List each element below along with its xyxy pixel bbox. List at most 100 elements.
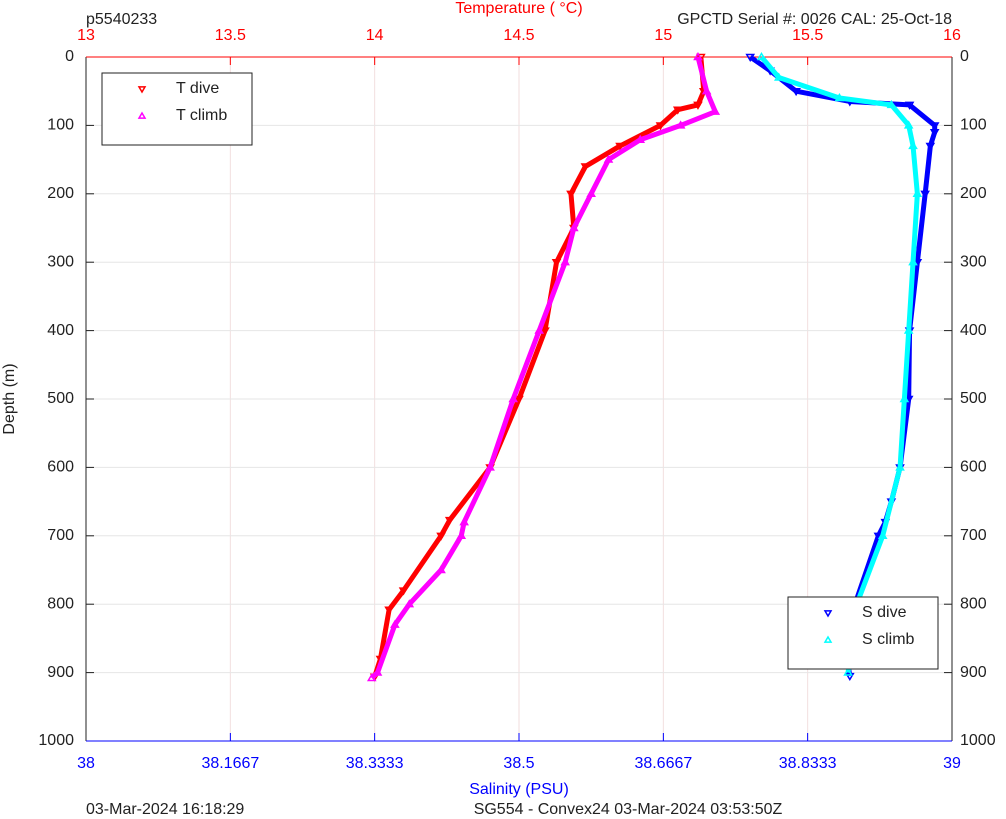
legend-box <box>787 596 939 670</box>
title-left: p5540233 <box>86 11 157 28</box>
y2-tick-label: 200 <box>960 185 987 202</box>
bottom-tick-label: 38.8333 <box>779 755 837 772</box>
top-axis-label: Temperature ( °C) <box>455 0 582 17</box>
profile-line <box>372 56 707 678</box>
data-point <box>485 462 495 471</box>
data-point <box>615 142 625 151</box>
data-point <box>436 565 446 574</box>
data-point <box>404 599 415 608</box>
y-tick-label: 600 <box>47 459 74 476</box>
top-tick-label: 13 <box>77 27 95 44</box>
bottom-axis-label: Salinity (PSU) <box>469 781 569 798</box>
data-point <box>444 516 455 526</box>
data-point <box>551 259 562 268</box>
data-point <box>514 395 524 404</box>
data-point <box>693 52 703 61</box>
data-point <box>398 587 409 596</box>
title-right: GPCTD Serial #: 0026 CAL: 25-Oct-18 <box>677 11 952 28</box>
data-point <box>904 101 915 110</box>
data-point <box>534 325 545 334</box>
bottom-tick-label: 38.1667 <box>201 755 259 772</box>
top-tick-label: 15 <box>654 27 672 44</box>
y2-tick-label: 0 <box>960 48 969 65</box>
legend-label: T climb <box>176 107 227 124</box>
data-point <box>569 223 579 232</box>
y-tick-label: 500 <box>47 390 74 407</box>
footer-left: 03-Mar-2024 16:18:29 <box>86 801 244 818</box>
data-point <box>655 122 666 131</box>
data-point <box>899 394 910 403</box>
data-point <box>908 257 918 266</box>
profile-line <box>370 56 718 680</box>
bottom-tick-label: 39 <box>943 755 961 772</box>
y2-tick-label: 800 <box>960 595 987 612</box>
data-point <box>903 325 914 334</box>
data-point <box>456 530 467 539</box>
y-tick-label: 700 <box>47 527 74 544</box>
bottom-tick-label: 38 <box>77 755 95 772</box>
legend-box <box>101 72 253 146</box>
y-tick-label: 800 <box>47 595 74 612</box>
data-point <box>372 667 383 676</box>
y-tick-label: 200 <box>47 185 74 202</box>
y2-tick-label: 300 <box>960 253 987 270</box>
y2-tick-label: 1000 <box>960 732 996 749</box>
legend-marker <box>823 635 833 643</box>
legend-marker <box>137 111 147 119</box>
y2-tick-label: 900 <box>960 664 987 681</box>
data-point <box>834 93 845 102</box>
data-point <box>693 101 703 110</box>
bottom-tick-label: 38.6667 <box>634 755 692 772</box>
data-point <box>877 530 888 539</box>
data-point <box>366 673 377 682</box>
data-point <box>566 190 576 199</box>
legend-marker <box>137 86 147 94</box>
y-tick-label: 900 <box>47 664 74 681</box>
data-point <box>560 257 570 266</box>
data-point <box>675 120 686 129</box>
data-point <box>929 122 940 131</box>
data-point <box>459 517 469 526</box>
legend-label: S dive <box>862 604 907 621</box>
bottom-tick-label: 38.3333 <box>346 755 404 772</box>
y2-tick-label: 700 <box>960 527 987 544</box>
data-point <box>635 134 646 143</box>
data-point <box>773 72 784 81</box>
data-point <box>390 619 400 628</box>
y-tick-label: 400 <box>47 322 74 339</box>
y-tick-label: 300 <box>47 253 74 270</box>
y-axis-label: Depth (m) <box>1 363 18 434</box>
data-point <box>580 163 591 172</box>
y-tick-label: 1000 <box>38 732 74 749</box>
y2-tick-label: 400 <box>960 322 987 339</box>
data-point <box>586 188 596 197</box>
data-point <box>756 52 767 61</box>
profile-line <box>759 55 920 673</box>
data-point <box>701 86 712 95</box>
y2-tick-label: 100 <box>960 117 987 134</box>
data-point <box>886 99 897 109</box>
top-tick-label: 16 <box>943 27 961 44</box>
data-point <box>791 88 801 97</box>
data-point <box>672 106 683 115</box>
data-point <box>540 327 550 336</box>
data-point <box>710 106 721 115</box>
legend-label: S climb <box>862 631 915 648</box>
top-tick-label: 13.5 <box>215 27 246 44</box>
data-point <box>384 606 394 615</box>
legend-marker <box>823 610 833 618</box>
data-point <box>903 120 914 129</box>
y2-tick-label: 500 <box>960 390 987 407</box>
data-point <box>436 532 446 541</box>
y-tick-label: 0 <box>65 48 74 65</box>
y-tick-label: 100 <box>47 117 74 134</box>
data-point <box>603 154 614 163</box>
data-point <box>508 394 519 403</box>
top-tick-label: 15.5 <box>792 27 823 44</box>
data-point <box>912 188 923 197</box>
top-tick-label: 14.5 <box>503 27 534 44</box>
top-tick-label: 14 <box>366 27 384 44</box>
legend-label: T dive <box>176 80 219 97</box>
data-point <box>920 190 930 199</box>
